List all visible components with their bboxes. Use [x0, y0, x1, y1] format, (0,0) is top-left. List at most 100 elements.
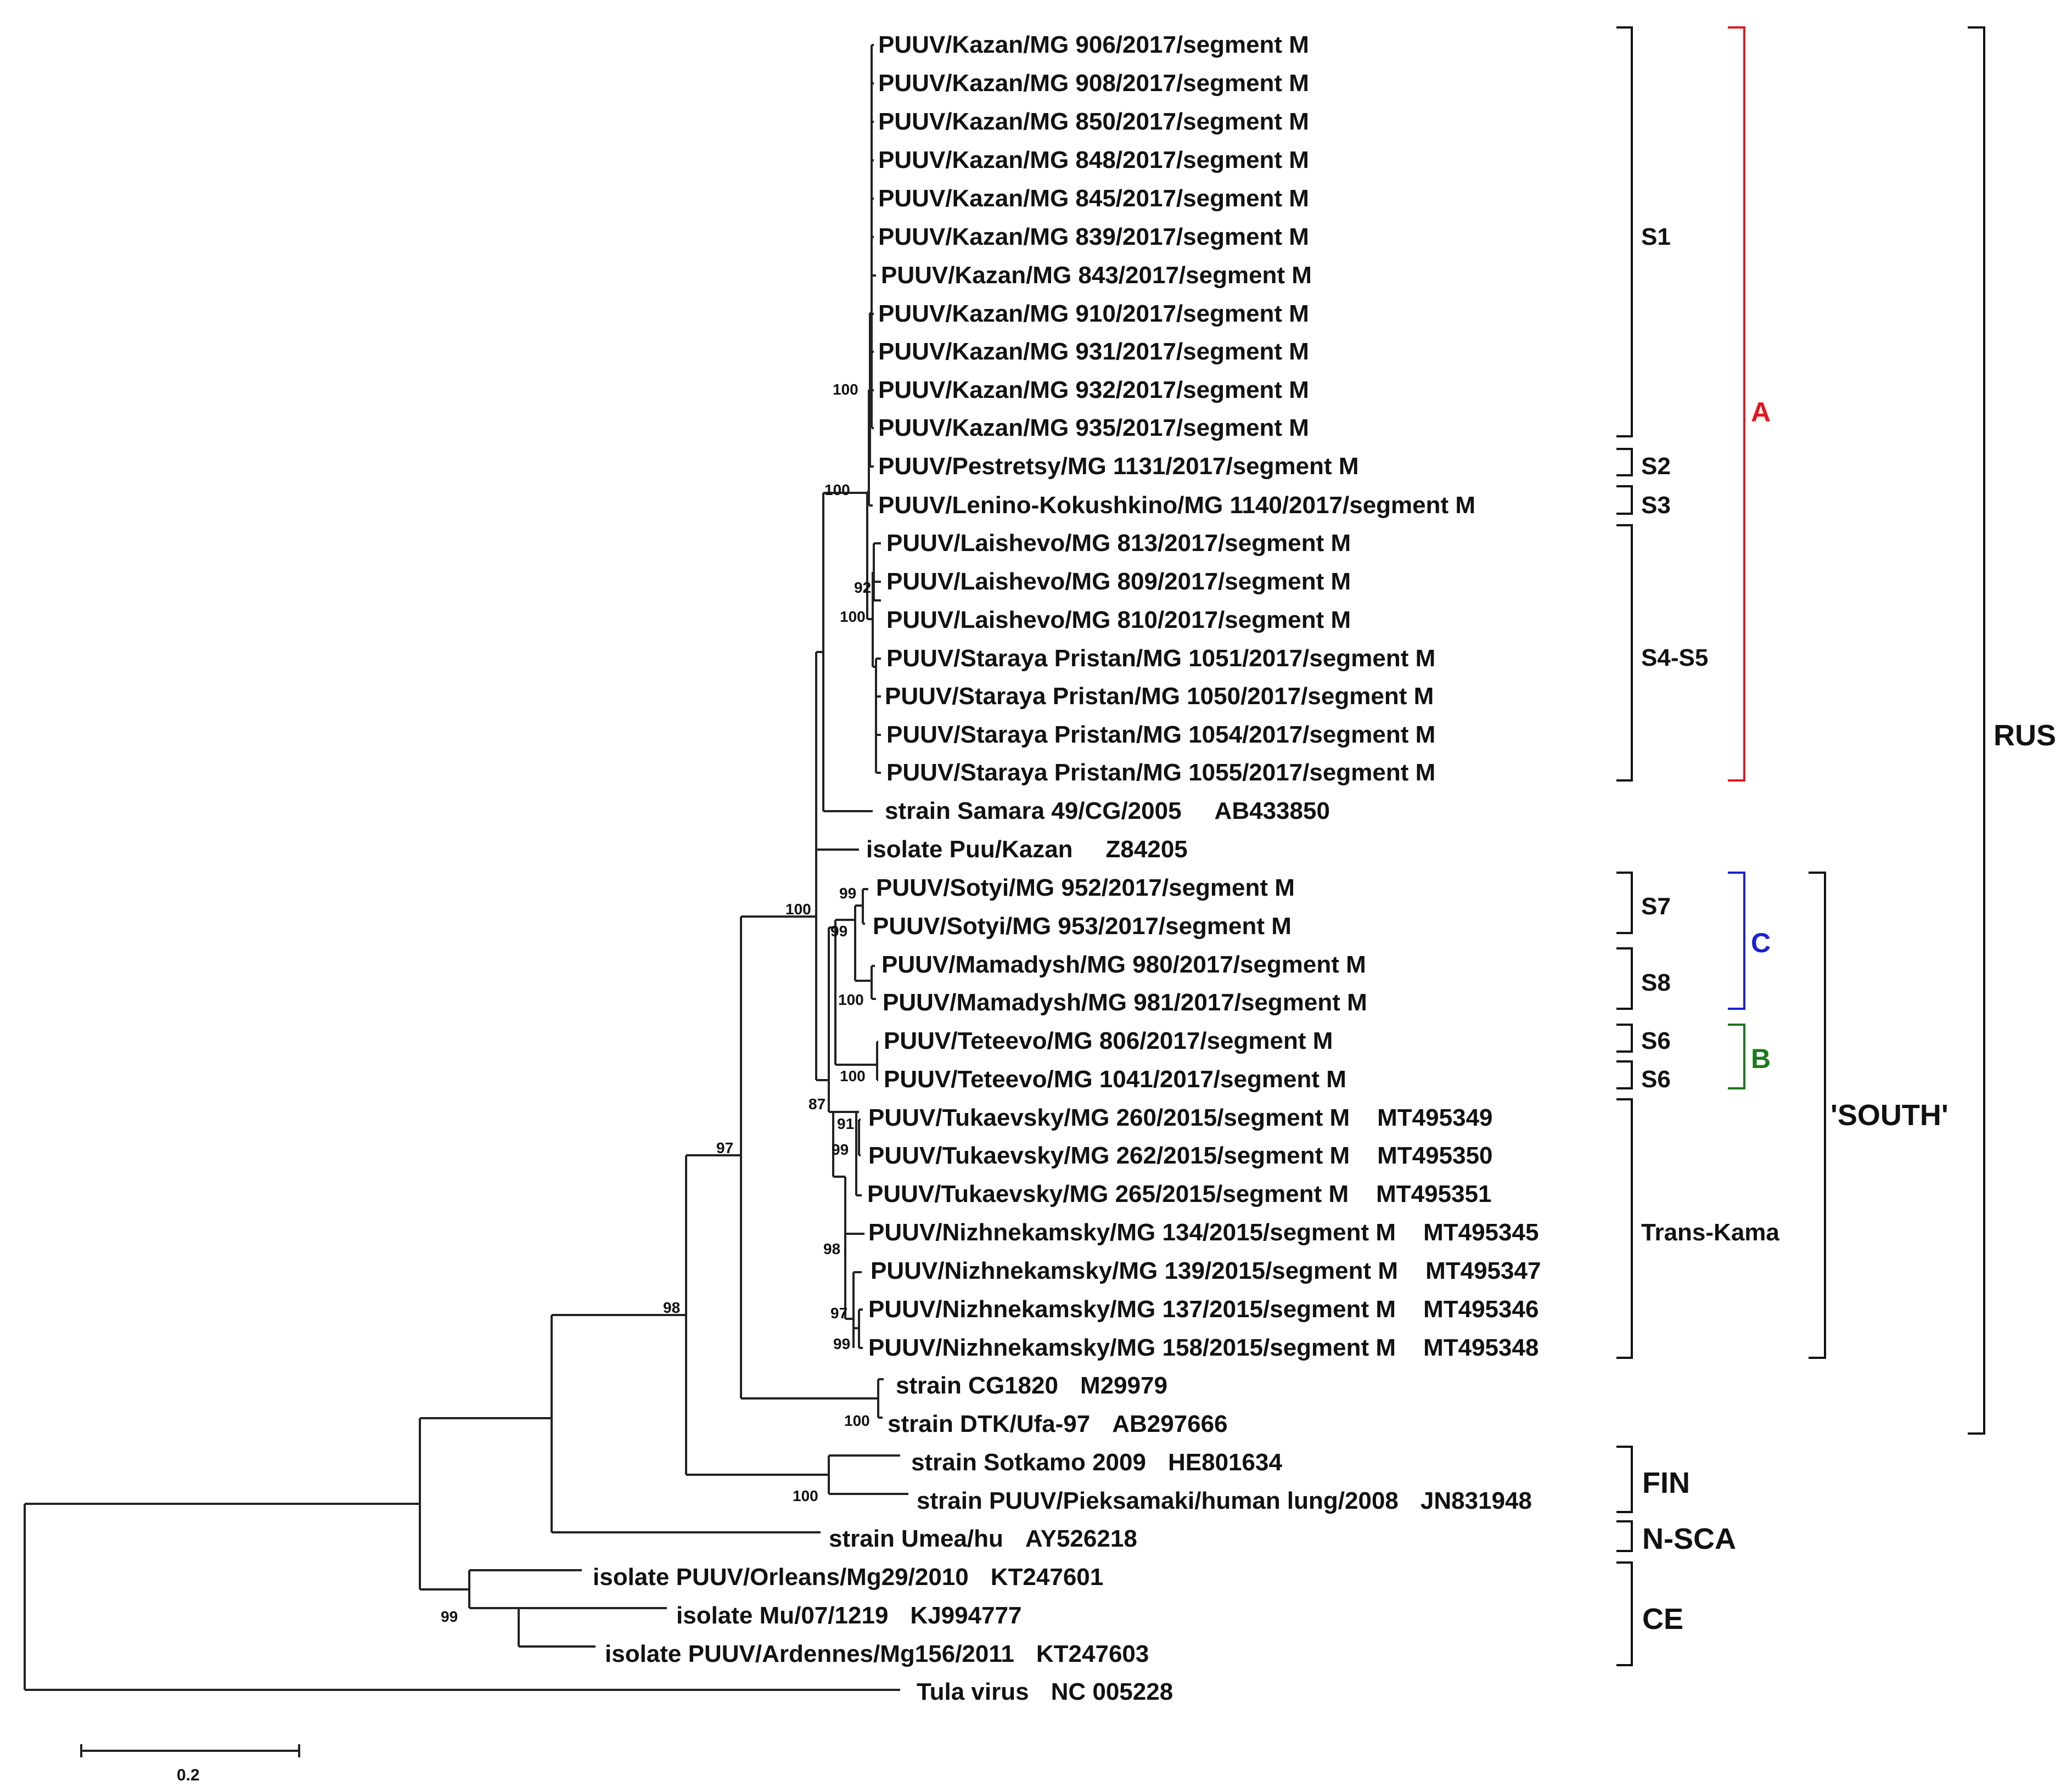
leaf-label: isolate Mu/07/1219 KJ994777 — [676, 1602, 1022, 1629]
bootstrap-value: 92 — [854, 579, 871, 596]
bracket-s3 — [1616, 485, 1633, 515]
leaf-label: PUUV/Mamadysh/MG 980/2017/segment M — [881, 951, 1366, 978]
leaf-label: strain Samara 49/CG/2005 AB433850 — [885, 797, 1330, 824]
bracket-s1 — [1616, 26, 1633, 437]
leaf-label: PUUV/Kazan/MG 845/2017/segment M — [878, 185, 1309, 212]
leaf-label: isolate PUUV/Ardennes/Mg156/2011 KT247603 — [605, 1640, 1149, 1667]
bootstrap-value: 91 — [837, 1115, 854, 1132]
subgroup-label-s4s5: S4-S5 — [1641, 644, 1708, 671]
leaf-label: PUUV/Tukaevsky/MG 262/2015/segment M MT49… — [868, 1142, 1493, 1169]
bracket-nsca — [1616, 1520, 1633, 1552]
leaf-label: isolate Puu/Kazan Z84205 — [866, 836, 1188, 863]
scale-bar-line — [80, 1744, 300, 1757]
bootstrap-value: 99 — [833, 1335, 850, 1352]
leaf-label: PUUV/Kazan/MG 839/2017/segment M — [878, 223, 1309, 250]
bootstrap-value: 100 — [840, 608, 866, 625]
leaf-label: PUUV/Kazan/MG 932/2017/segment M — [878, 376, 1309, 403]
group-labels: S1 S2 S3 S4-S5 S7 S8 S6 S6 Trans-Kama A … — [1641, 223, 2056, 1636]
leaf-label: strain CG1820 M29979 — [896, 1372, 1167, 1399]
bootstrap-value: 100 — [785, 901, 811, 918]
bootstrap-value: 100 — [824, 481, 850, 498]
bootstrap-value: 99 — [839, 885, 856, 902]
bootstrap-value: 97 — [830, 1305, 847, 1322]
leaf-label: PUUV/Pestretsy/MG 1131/2017/segment M — [878, 453, 1359, 480]
subgroup-label-s8: S8 — [1641, 969, 1671, 996]
leaf-label: Tula virus NC 005228 — [917, 1678, 1173, 1705]
bootstrap-value: 100 — [793, 1487, 818, 1504]
lineage-label-rus: RUS — [1994, 719, 2056, 752]
scale-bar: 0.2 — [80, 1744, 300, 1784]
subgroup-label-s7: S7 — [1641, 893, 1671, 920]
leaf-label: PUUV/Staraya Pristan/MG 1050/2017/segmen… — [885, 683, 1434, 710]
bootstrap-value: 100 — [838, 991, 864, 1008]
leaf-label: PUUV/Laishevo/MG 810/2017/segment M — [886, 606, 1351, 633]
bootstrap-value: 99 — [830, 923, 847, 940]
leaf-label: PUUV/Kazan/MG 908/2017/segment M — [878, 70, 1309, 97]
bracket-s4s5 — [1616, 524, 1633, 782]
leaf-label: PUUV/Mamadysh/MG 981/2017/segment M — [883, 989, 1367, 1016]
bootstrap-value: 99 — [441, 1608, 458, 1625]
leaf-label: PUUV/Laishevo/MG 813/2017/segment M — [886, 530, 1351, 557]
bracket-rus — [1968, 26, 1985, 1435]
bracket-south — [1809, 872, 1826, 1359]
bracket-ce — [1616, 1561, 1633, 1666]
leaf-label: PUUV/Tukaevsky/MG 260/2015/segment M MT49… — [868, 1104, 1493, 1131]
lineage-label-fin: FIN — [1642, 1466, 1690, 1499]
leaf-label: PUUV/Teteevo/MG 806/2017/segment M — [884, 1027, 1333, 1054]
subgroup-label-s6a: S6 — [1641, 1027, 1671, 1054]
clade-label-b: B — [1751, 1043, 1771, 1074]
leaf-label: PUUV/Laishevo/MG 809/2017/segment M — [886, 568, 1351, 595]
leaf-label: PUUV/Kazan/MG 935/2017/segment M — [878, 414, 1309, 441]
leaf-label: PUUV/Kazan/MG 850/2017/segment M — [878, 108, 1309, 135]
leaf-label: strain PUUV/Pieksamaki/human lung/2008 JN… — [917, 1487, 1532, 1514]
subgroup-label-s6b: S6 — [1641, 1066, 1671, 1093]
leaf-label: isolate PUUV/Orleans/Mg29/2010 KT247601 — [593, 1564, 1103, 1591]
bootstrap-value: 98 — [823, 1240, 840, 1257]
bootstrap-value: 100 — [833, 381, 858, 398]
leaf-label: strain Umea/hu AY526218 — [829, 1525, 1137, 1552]
leaf-labels: PUUV/Kazan/MG 906/2017/segment M PUUV/Ka… — [593, 31, 1541, 1705]
bootstrap-labels: 100 100 92 100 100 99 99 100 100 87 91 9… — [441, 381, 871, 1625]
leaf-label: PUUV/Kazan/MG 843/2017/segment M — [881, 262, 1312, 289]
leaf-label: PUUV/Teteevo/MG 1041/2017/segment M — [884, 1066, 1346, 1093]
leaf-label: PUUV/Staraya Pristan/MG 1051/2017/segmen… — [886, 645, 1435, 672]
bootstrap-value: 87 — [808, 1095, 826, 1112]
leaf-label: strain DTK/Ufa-97 AB297666 — [888, 1411, 1228, 1437]
group-brackets — [1616, 26, 1985, 1666]
clade-label-c: C — [1751, 928, 1771, 958]
clade-label-a: A — [1751, 397, 1771, 428]
leaf-label: PUUV/Lenino-Kokushkino/MG 1140/2017/segm… — [878, 492, 1475, 519]
bracket-fin — [1616, 1446, 1633, 1513]
leaf-label: strain Sotkamo 2009 HE801634 — [911, 1449, 1282, 1476]
subgroup-label-transkama: Trans-Kama — [1641, 1219, 1779, 1246]
leaf-label: PUUV/Kazan/MG 906/2017/segment M — [878, 31, 1309, 58]
bracket-s8 — [1616, 947, 1633, 1010]
leaf-label: PUUV/Kazan/MG 910/2017/segment M — [878, 300, 1309, 327]
branch-nizh-137-158-leaves — [859, 1308, 863, 1349]
bracket-s7 — [1616, 872, 1633, 934]
subgroup-label-s3: S3 — [1641, 492, 1671, 519]
leaf-label: PUUV/Kazan/MG 931/2017/segment M — [878, 338, 1309, 365]
branch-s1-fan — [872, 44, 876, 429]
bracket-clade-c — [1728, 872, 1745, 1010]
bracket-s6b — [1616, 1060, 1633, 1089]
scale-bar-label: 0.2 — [177, 1766, 200, 1784]
leaf-label: PUUV/Sotyi/MG 952/2017/segment M — [876, 874, 1295, 901]
lineage-label-ce: CE — [1642, 1603, 1683, 1636]
branch-laishevo-leaves — [874, 542, 881, 602]
subgroup-label-s1: S1 — [1641, 223, 1671, 250]
bracket-transkama — [1616, 1098, 1633, 1359]
bracket-s6a — [1616, 1024, 1633, 1053]
leaf-label: PUUV/Sotyi/MG 953/2017/segment M — [873, 913, 1292, 940]
leaf-label: PUUV/Staraya Pristan/MG 1054/2017/segmen… — [886, 721, 1435, 748]
leaf-label: PUUV/Kazan/MG 848/2017/segment M — [878, 147, 1309, 173]
branch-pristan-leaves — [876, 658, 881, 774]
bracket-clade-a — [1728, 26, 1745, 782]
tree-branches — [24, 44, 908, 1691]
bracket-clade-b — [1728, 1024, 1745, 1089]
